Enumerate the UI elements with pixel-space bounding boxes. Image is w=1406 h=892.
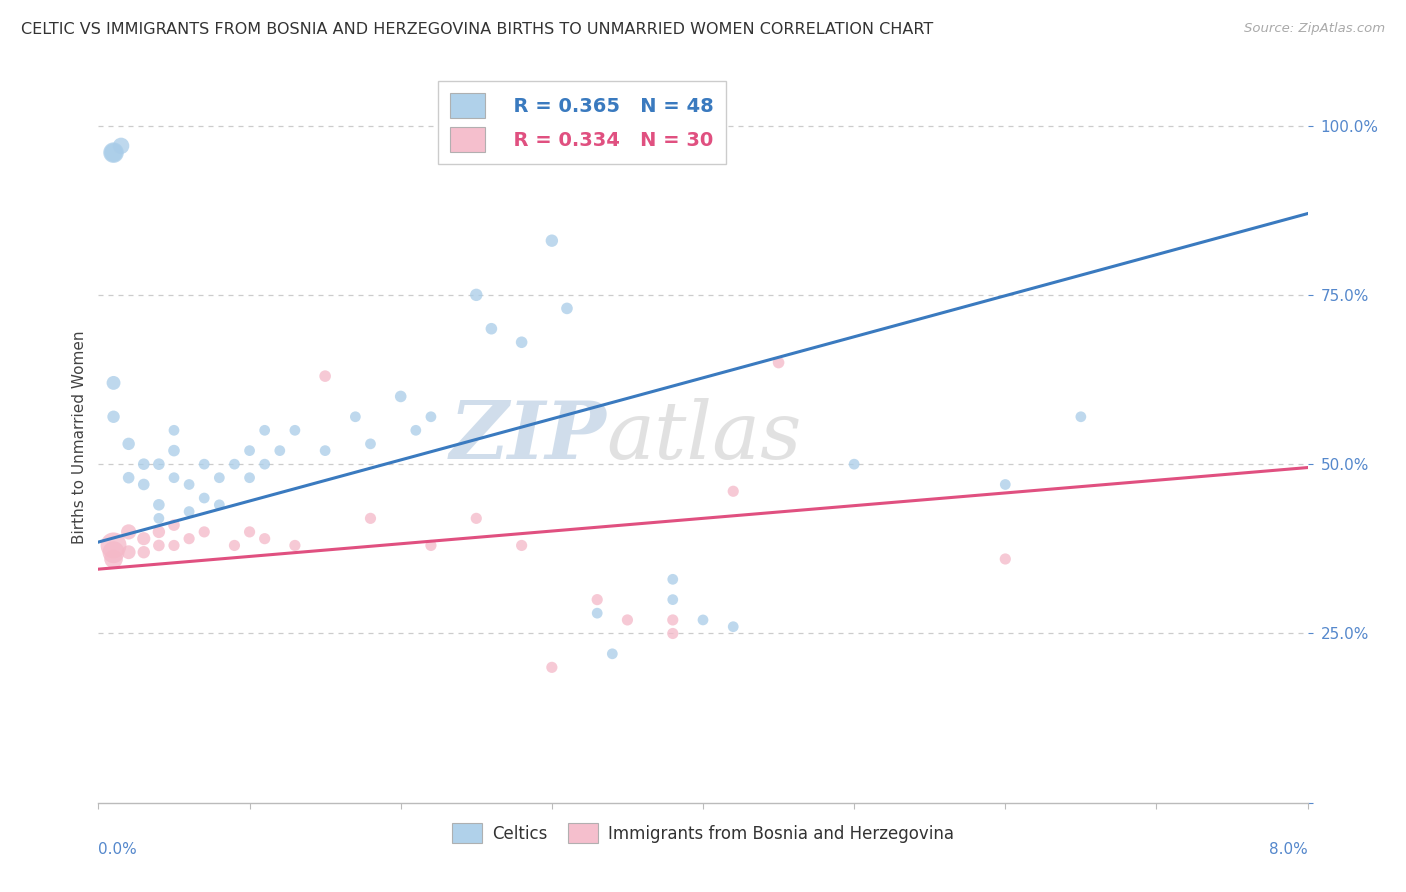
Point: [103, 538, 125, 552]
Point: [163, 538, 186, 552]
Point: [179, 505, 201, 519]
Point: [465, 511, 488, 525]
Point: [692, 613, 714, 627]
Point: [103, 552, 125, 566]
Text: 8.0%: 8.0%: [1268, 842, 1308, 856]
Point: [239, 443, 262, 458]
Legend: Celtics, Immigrants from Bosnia and Herzegovina: Celtics, Immigrants from Bosnia and Herz…: [446, 817, 960, 849]
Point: [420, 409, 443, 424]
Point: [465, 288, 488, 302]
Point: [179, 477, 201, 491]
Point: [118, 471, 141, 485]
Text: ZIP: ZIP: [450, 399, 606, 475]
Point: [602, 647, 624, 661]
Point: [360, 511, 382, 525]
Point: [723, 620, 745, 634]
Point: [510, 335, 533, 350]
Point: [405, 423, 427, 437]
Point: [148, 538, 170, 552]
Text: atlas: atlas: [606, 399, 801, 475]
Point: [132, 477, 155, 491]
Point: [239, 471, 262, 485]
Point: [510, 538, 533, 552]
Point: [103, 409, 125, 424]
Point: [224, 457, 246, 471]
Point: [616, 613, 638, 627]
Point: [481, 322, 503, 336]
Point: [132, 545, 155, 559]
Point: [269, 443, 291, 458]
Point: [103, 145, 125, 160]
Point: [132, 532, 155, 546]
Point: [253, 532, 276, 546]
Text: Source: ZipAtlas.com: Source: ZipAtlas.com: [1244, 22, 1385, 36]
Point: [389, 389, 412, 403]
Point: [314, 369, 336, 384]
Point: [253, 457, 276, 471]
Point: [253, 423, 276, 437]
Point: [193, 524, 215, 539]
Point: [163, 471, 186, 485]
Point: [163, 518, 186, 533]
Point: [586, 606, 609, 620]
Point: [110, 139, 132, 153]
Point: [118, 437, 141, 451]
Point: [148, 498, 170, 512]
Point: [118, 524, 141, 539]
Point: [103, 376, 125, 390]
Text: CELTIC VS IMMIGRANTS FROM BOSNIA AND HERZEGOVINA BIRTHS TO UNMARRIED WOMEN CORRE: CELTIC VS IMMIGRANTS FROM BOSNIA AND HER…: [21, 22, 934, 37]
Point: [118, 545, 141, 559]
Point: [208, 498, 231, 512]
Text: 0.0%: 0.0%: [98, 842, 138, 856]
Point: [103, 545, 125, 559]
Point: [314, 443, 336, 458]
Point: [555, 301, 578, 316]
Point: [148, 457, 170, 471]
Point: [844, 457, 866, 471]
Point: [148, 511, 170, 525]
Point: [193, 491, 215, 505]
Point: [239, 524, 262, 539]
Point: [344, 409, 367, 424]
Point: [540, 660, 562, 674]
Point: [163, 423, 186, 437]
Point: [586, 592, 609, 607]
Point: [132, 457, 155, 471]
Point: [163, 443, 186, 458]
Point: [540, 234, 562, 248]
Point: [284, 423, 307, 437]
Point: [420, 538, 443, 552]
Point: [661, 626, 683, 640]
Point: [208, 471, 231, 485]
Y-axis label: Births to Unmarried Women: Births to Unmarried Women: [72, 330, 87, 544]
Point: [1070, 409, 1092, 424]
Point: [723, 484, 745, 499]
Point: [148, 524, 170, 539]
Point: [994, 552, 1017, 566]
Point: [661, 613, 683, 627]
Point: [103, 145, 125, 160]
Point: [284, 538, 307, 552]
Point: [768, 355, 790, 369]
Point: [661, 592, 683, 607]
Point: [193, 457, 215, 471]
Point: [994, 477, 1017, 491]
Point: [661, 572, 683, 586]
Point: [224, 538, 246, 552]
Point: [179, 532, 201, 546]
Point: [360, 437, 382, 451]
